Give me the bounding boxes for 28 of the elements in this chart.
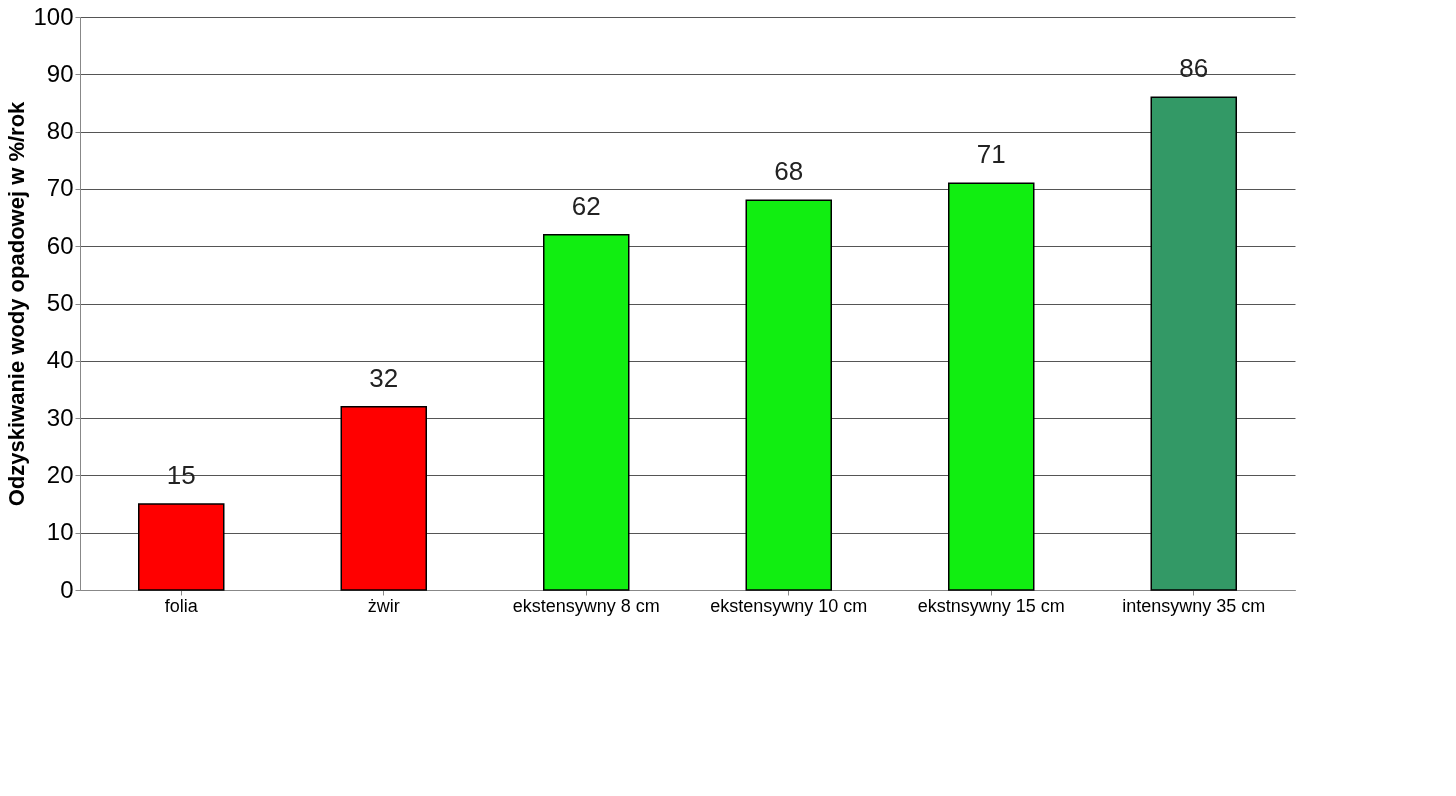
bar <box>1150 96 1237 591</box>
y-tick-label: 60 <box>46 231 74 259</box>
x-tick-label: ekstensywny 8 cm <box>512 595 660 616</box>
y-tick-label: 90 <box>46 59 74 87</box>
y-tick-label: 40 <box>46 346 74 374</box>
x-tick-label: intensywny 35 cm <box>1122 595 1266 616</box>
x-tick-label: ekstnsywny 15 cm <box>917 595 1065 616</box>
data-label: 32 <box>369 362 399 393</box>
bar <box>745 199 832 591</box>
bar <box>948 182 1035 591</box>
data-label: 68 <box>774 156 804 187</box>
y-tick-label: 70 <box>46 174 74 202</box>
data-label: 71 <box>976 139 1006 170</box>
x-tick-label: żwir <box>367 595 400 616</box>
y-tick-label: 50 <box>46 289 74 316</box>
bar <box>138 503 225 591</box>
y-tick-label: 10 <box>46 518 74 546</box>
bar <box>340 405 427 591</box>
data-label: 62 <box>571 190 601 221</box>
bar <box>543 233 630 591</box>
y-tick-label: 30 <box>46 403 74 431</box>
y-axis-title: Odzyskiwanie wody opadowej w %/rok <box>4 100 30 507</box>
y-tick-label: 80 <box>46 117 74 145</box>
x-tick-label: ekstensywny 10 cm <box>710 595 868 616</box>
y-tick-label: 100 <box>33 2 74 30</box>
y-tick-label: 0 <box>60 575 74 603</box>
x-tick-label: folia <box>164 595 199 616</box>
y-tick-label: 20 <box>46 460 74 488</box>
